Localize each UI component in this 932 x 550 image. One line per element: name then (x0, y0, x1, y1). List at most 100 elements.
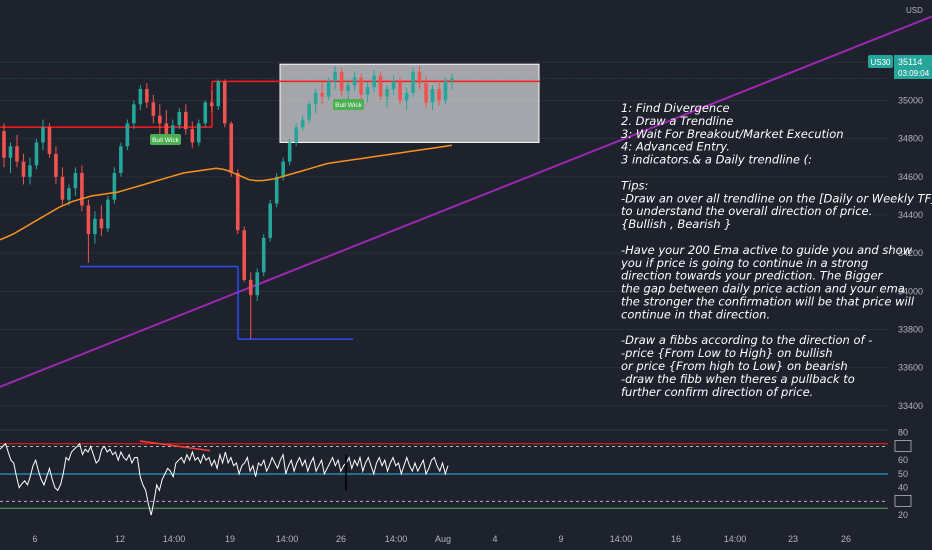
rsi-tick-label: 20 (898, 510, 908, 520)
candle-body (203, 102, 208, 124)
candle-body (274, 176, 279, 204)
candle-body (443, 81, 448, 101)
candle-body (183, 111, 188, 130)
candle-body (119, 146, 123, 173)
candle-body (209, 102, 214, 107)
candle-body (300, 119, 305, 128)
candle-body (372, 75, 376, 88)
candle-body (398, 81, 402, 101)
candle-body (385, 89, 389, 97)
candle-body (365, 87, 370, 95)
note-line: -Have your 200 Ema active to guide you a… (621, 243, 913, 257)
time-tick-label: Aug (435, 534, 451, 544)
current-price-tag: 35114 03:09:04 (894, 55, 932, 79)
candle-body (34, 142, 39, 166)
price-tick-label: 33400 (898, 401, 923, 411)
candle-body (287, 142, 292, 162)
candle-body (93, 218, 97, 235)
candle-body (359, 77, 363, 95)
candle-body (391, 81, 396, 89)
candle-body (229, 123, 234, 173)
candle-body (417, 71, 422, 84)
candle-body (73, 173, 78, 189)
candle-body (138, 89, 143, 105)
candle-body (424, 83, 428, 103)
note-line: the stronger the confirmation will be th… (621, 295, 915, 309)
time-tick-label: 14:00 (163, 534, 186, 544)
candle-body (411, 71, 415, 93)
candle-body (313, 92, 318, 105)
note-line: 1: Find Divergence (621, 101, 730, 115)
price-tick-label: 34600 (898, 172, 923, 182)
candle-body (248, 279, 253, 296)
note-line: the gap between daily price action and y… (621, 282, 905, 296)
time-tick-label: 9 (558, 534, 563, 544)
time-tick-label: 19 (225, 534, 235, 544)
countdown-text: 03:09:04 (898, 69, 930, 78)
note-line: or price {From high to Low} on bearish (621, 359, 848, 373)
candle-body (47, 127, 52, 154)
candle-body (235, 173, 240, 231)
note-line: direction towards your prediction. The B… (621, 269, 884, 283)
candle-body (21, 161, 26, 177)
rsi-divergence-line (139, 440, 211, 452)
bull-wick-label-1: Bull Wick (152, 137, 179, 144)
candle-body (2, 131, 6, 158)
time-tick-label: 26 (336, 534, 346, 544)
candle-body (430, 89, 435, 103)
candle-body (307, 104, 311, 120)
note-line: you if price is going to continue in a s… (620, 256, 868, 270)
candle-body (112, 173, 117, 200)
candle-body (151, 102, 156, 116)
candle-body (320, 92, 324, 97)
candle-body (41, 127, 45, 143)
time-tick-label: 14:00 (610, 534, 633, 544)
consolidation-box (279, 63, 540, 143)
time-tick-label: 4 (492, 534, 497, 544)
currency-text: USD (906, 6, 923, 15)
candle-body (268, 203, 273, 238)
candle-body (196, 123, 201, 143)
price-tick-label: 34400 (898, 210, 923, 220)
rsi-tick-label: 40 (898, 483, 908, 493)
candle-body (437, 89, 441, 101)
candle-body (281, 161, 285, 177)
note-line: continue in that direction. (621, 307, 770, 321)
candle-body (80, 173, 84, 206)
candle-body (67, 188, 71, 200)
time-tick-label: 14:00 (385, 534, 408, 544)
candle-body (190, 129, 195, 143)
price-tick-label: 33600 (898, 363, 923, 373)
time-tick-label: 26 (841, 534, 851, 544)
rsi-level-badge (894, 440, 912, 452)
bull-wick-annotation-1: Bull Wick (150, 134, 181, 145)
candle-body (54, 153, 58, 177)
candle-body (8, 146, 13, 158)
price-tick-label: 34000 (898, 286, 923, 296)
candle-body (450, 78, 454, 82)
candle-body (86, 205, 91, 235)
candle-body (106, 199, 110, 229)
time-tick-label: 16 (671, 534, 681, 544)
candle-body (125, 123, 130, 147)
note-line: Tips: (621, 178, 648, 192)
candle-body (294, 127, 298, 143)
note-line: -draw the fibb when theres a pullback to (621, 372, 855, 386)
candle-body (60, 176, 65, 200)
time-tick-label: 14:00 (276, 534, 299, 544)
bull-wick-annotation-2: Bull Wick (333, 99, 364, 110)
rsi-line (0, 442, 449, 516)
note-line: 3 indicators.& a Daily trendline (: (621, 153, 812, 167)
note-line: -Draw a fibbs according to the direction… (621, 333, 872, 347)
candle-body (145, 89, 149, 103)
time-tick-label: 6 (32, 534, 37, 544)
candle-body (171, 125, 175, 135)
candle-body (333, 71, 337, 82)
time-tick-label: 14:00 (724, 534, 747, 544)
price-tick-label: 35000 (898, 95, 923, 105)
note-line: -price {From Low to High} on bullish (621, 346, 833, 360)
note-line: {Bullish , Bearish } (621, 217, 732, 231)
axes: 33400 33600 33800 34000 34200 34400 34600 34800… (32, 57, 923, 544)
